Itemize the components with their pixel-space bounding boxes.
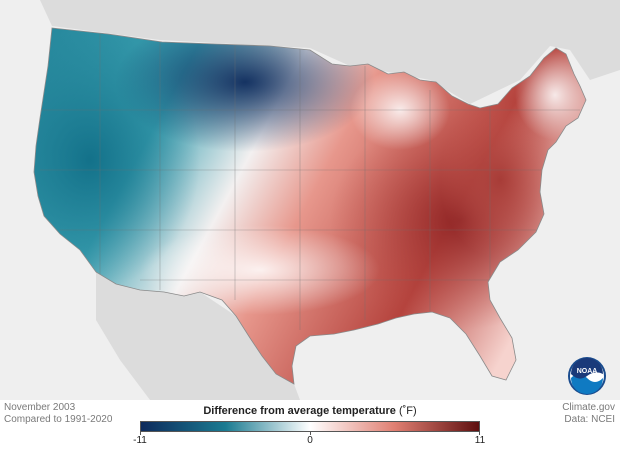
legend-title: Difference from average temperature (˚F) <box>140 405 480 417</box>
legend-tick-label: -11 <box>133 435 147 446</box>
data-source-label: Data: NCEI <box>564 414 615 425</box>
map-caption: November 2003 Compared to 1991-2020 <box>4 402 112 426</box>
map-canvas <box>33 0 620 400</box>
canada-landmass <box>40 0 620 104</box>
mexico-landmass <box>96 272 300 400</box>
credits: Climate.gov Data: NCEI <box>562 402 615 426</box>
period-label: November 2003 <box>4 402 76 413</box>
state-boundaries <box>40 30 580 330</box>
legend-title-text: Difference from average temperature <box>203 405 396 417</box>
noaa-logo: NOAA <box>568 357 606 395</box>
credit-label: Climate.gov <box>562 402 615 413</box>
legend-unit: (˚F) <box>398 405 417 417</box>
temperature-anomaly-map <box>0 0 620 400</box>
legend-tick-mark <box>479 432 480 435</box>
legend-tick-label: 11 <box>474 435 486 446</box>
legend-color-bar <box>140 421 480 432</box>
legend-tick-mark <box>310 432 311 435</box>
baseline-label: Compared to 1991-2020 <box>4 414 113 425</box>
legend-tick-label: 0 <box>307 435 313 446</box>
legend-tick-mark <box>140 432 141 435</box>
svg-text:NOAA: NOAA <box>577 368 598 375</box>
us-outline <box>33 27 587 385</box>
